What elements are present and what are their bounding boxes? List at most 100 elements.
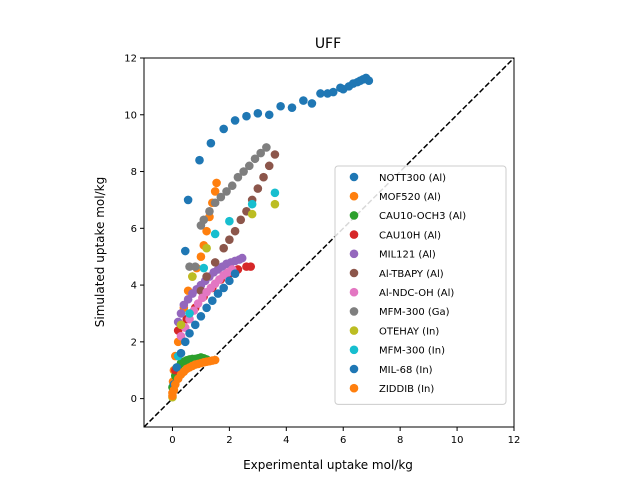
data-point — [202, 243, 211, 253]
x-tick-label: 12 — [508, 435, 521, 446]
legend-label: MOF520 (Al) — [379, 192, 441, 203]
data-point — [276, 101, 285, 111]
data-point — [199, 263, 209, 273]
legend-frame — [334, 165, 507, 405]
legend-label: NOTT300 (Al) — [379, 173, 446, 184]
data-point — [225, 216, 234, 226]
data-point — [219, 124, 228, 134]
y-tick-label: 0 — [131, 394, 137, 405]
data-point — [183, 195, 193, 205]
data-point — [225, 276, 234, 286]
legend-label: MFM-300 (Ga) — [379, 307, 450, 318]
legend-marker — [349, 383, 359, 393]
data-point — [247, 209, 257, 219]
legend-label: MIL121 (Al) — [379, 250, 436, 261]
legend-entry: MOF520 (Al) — [349, 191, 441, 203]
data-point — [264, 161, 274, 171]
legend-entry: ZIDDIB (In) — [349, 383, 434, 395]
legend-entry: Al-NDC-OH (Al) — [349, 287, 454, 299]
legend-marker — [349, 249, 359, 259]
axes-frame — [143, 57, 515, 428]
data-point — [202, 226, 211, 236]
data-point — [206, 138, 216, 148]
data-point — [180, 337, 190, 347]
data-point — [245, 161, 254, 171]
data-point — [225, 235, 234, 244]
data-point — [190, 320, 200, 330]
data-point — [172, 363, 182, 372]
data-point — [253, 184, 263, 193]
data-point — [233, 172, 243, 182]
legend-label: ZIDDIB (In) — [379, 384, 434, 395]
plot-area — [143, 57, 515, 428]
legend-label: CAU10H (Al) — [379, 230, 441, 241]
y-axis-label: Simulated uptake mol/kg — [93, 177, 107, 327]
legend-marker — [349, 172, 359, 182]
legend-entry: MIL121 (Al) — [349, 249, 436, 261]
data-point — [196, 252, 206, 261]
data-point — [210, 258, 220, 267]
data-point — [210, 355, 220, 365]
data-point — [222, 187, 231, 196]
data-point — [328, 87, 338, 97]
x-tick-label: 8 — [397, 435, 403, 446]
legend-marker — [349, 268, 359, 278]
legend: NOTT300 (Al) MOF520 (Al) CAU10-OCH3 (Al) CA… — [334, 165, 507, 405]
y-tick-label: 12 — [124, 54, 137, 65]
data-point — [253, 109, 263, 118]
data-point — [210, 187, 220, 196]
data-point — [196, 312, 206, 321]
y-tick-label: 6 — [131, 224, 137, 235]
x-tick-label: 6 — [340, 435, 346, 446]
data-point — [270, 150, 280, 159]
y-tick-label: 2 — [131, 337, 137, 348]
y-axis-ticks: 0 2 4 6 8 10 12 — [124, 54, 144, 405]
data-point — [213, 289, 223, 298]
x-tick-label: 2 — [226, 435, 232, 446]
series-0 — [183, 73, 374, 205]
legend-label: MIL-68 (In) — [379, 365, 433, 376]
data-point — [230, 269, 240, 279]
x-tick-label: 4 — [283, 435, 289, 446]
legend-label: Al-NDC-OH (Al) — [379, 288, 454, 299]
x-tick-label: 10 — [451, 435, 464, 446]
data-point — [202, 272, 211, 281]
data-point — [176, 320, 186, 330]
data-point — [199, 215, 209, 225]
legend-marker — [349, 326, 359, 335]
data-point — [256, 148, 265, 158]
legend-label: CAU10-OCH3 (Al) — [379, 211, 466, 222]
series-7 — [185, 143, 271, 271]
data-point — [236, 215, 246, 225]
x-axis-label: Experimental uptake mol/kg — [243, 458, 413, 472]
data-point — [259, 172, 268, 182]
legend-entry: OTEHAY (In) — [349, 326, 439, 337]
legend-marker — [349, 287, 359, 297]
legend-label: Al-TBAPY (Al) — [379, 269, 444, 280]
legend-entry: MFM-300 (Ga) — [349, 307, 450, 318]
y-tick-label: 8 — [131, 167, 137, 178]
data-point — [205, 206, 214, 216]
legend-marker — [349, 345, 359, 355]
data-point — [212, 178, 221, 188]
data-point — [230, 226, 240, 236]
data-point — [242, 111, 251, 121]
data-point — [176, 309, 186, 318]
data-point — [185, 309, 194, 318]
legend-entry: MFM-300 (In) — [349, 345, 445, 357]
legend-marker — [349, 364, 359, 374]
data-point — [216, 192, 226, 202]
data-point — [188, 272, 197, 281]
data-point — [210, 198, 220, 208]
data-point — [219, 243, 228, 253]
series-11 — [168, 355, 220, 401]
x-axis-ticks: 0 2 4 6 8 10 12 — [169, 427, 520, 446]
y-tick-label: 10 — [124, 110, 137, 121]
data-point — [190, 262, 200, 271]
data-point — [239, 167, 248, 176]
data-point — [262, 143, 271, 152]
data-point — [364, 76, 374, 86]
legend-label: OTEHAY (In) — [379, 326, 439, 337]
data-point — [208, 296, 217, 305]
